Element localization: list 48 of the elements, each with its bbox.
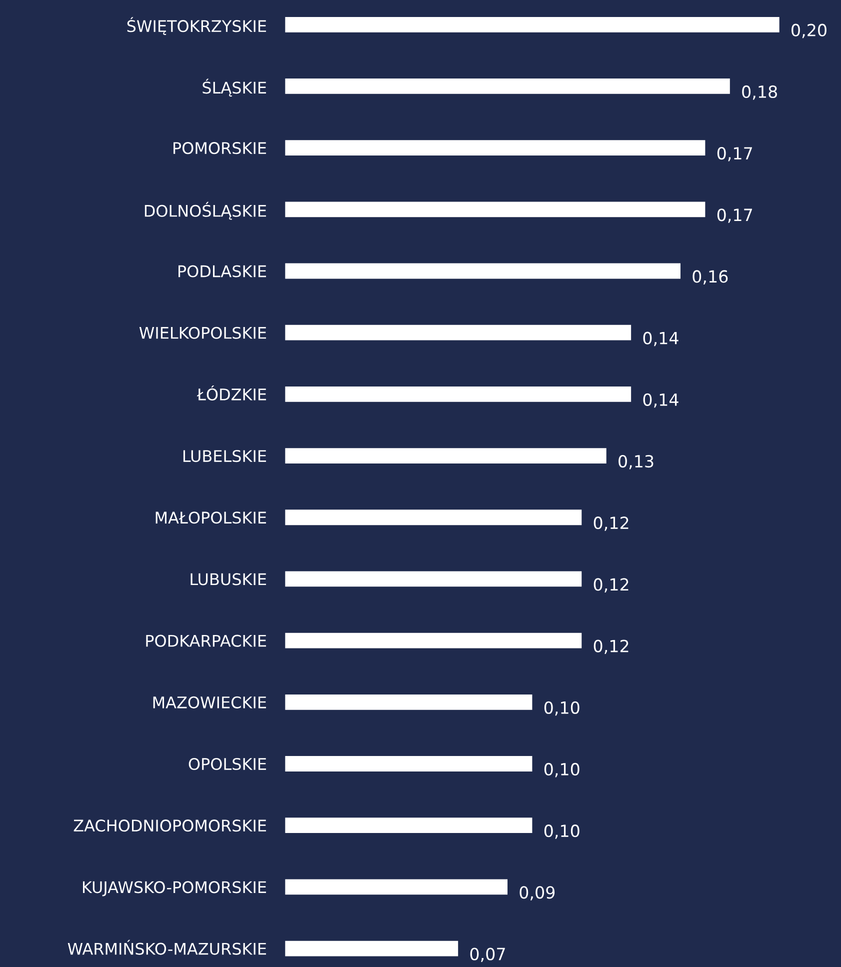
bar [285, 632, 582, 648]
data-label: 0,17 [717, 208, 752, 223]
y-tick-label: WARMIŃSKO-MAZURSKIE [68, 940, 266, 955]
bar [285, 756, 532, 772]
data-label: 0,12 [594, 640, 628, 654]
data-label: 0,12 [594, 516, 628, 531]
y-tick-label: PODKARPACKIE [146, 634, 266, 647]
data-label: 0,09 [520, 886, 555, 900]
y-tick-label: ZACHODNIOPOMORSKIE [74, 820, 266, 832]
bar [285, 510, 582, 526]
y-tick-label: MAZOWIECKIE [153, 696, 266, 708]
y-tick-label: PODLASKIE [178, 265, 266, 278]
y-tick-label: POMORSKIE [174, 142, 266, 154]
y-tick-label: OPOLSKIE [188, 758, 266, 770]
bar [285, 263, 680, 279]
y-tick-label: KUJAWSKO-POMORSKIE [83, 881, 266, 896]
bar [285, 78, 730, 94]
data-label: 0,10 [544, 762, 580, 778]
y-tick-label: LUBELSKIE [183, 450, 266, 462]
data-label: 0,13 [618, 454, 654, 470]
y-tick-label: ŚWIĘTOKRZYSKIE [127, 17, 266, 35]
bar [285, 324, 632, 340]
bar [285, 16, 780, 32]
data-label: 0,10 [544, 824, 580, 839]
bar [285, 202, 706, 218]
y-tick-label: ŚLĄSKIE [202, 78, 266, 97]
bar [285, 879, 508, 895]
bar [285, 140, 706, 156]
bar [285, 818, 532, 834]
data-label: 0,14 [643, 332, 678, 346]
data-label: 0,20 [792, 24, 826, 38]
data-label: 0,12 [594, 578, 628, 592]
y-tick-label: DOLNOŚLĄSKIE [144, 202, 266, 220]
bar [285, 694, 532, 710]
bar [285, 571, 582, 587]
data-label: 0,14 [643, 393, 678, 408]
y-tick-label: WIELKOPOLSKIE [139, 326, 266, 339]
data-label: 0,10 [544, 701, 580, 716]
data-label: 0,17 [717, 146, 752, 162]
bar [285, 448, 606, 464]
y-tick-label: MAŁOPOLSKIE [156, 512, 266, 524]
data-label: 0,18 [742, 85, 777, 100]
bar [285, 386, 632, 402]
data-label: 0,07 [470, 948, 505, 962]
y-tick-label: ŁÓDZKIE [196, 385, 266, 400]
data-label: 0,16 [692, 270, 728, 284]
y-tick-label: LUBUSKIE [190, 573, 266, 586]
bar [285, 940, 458, 956]
